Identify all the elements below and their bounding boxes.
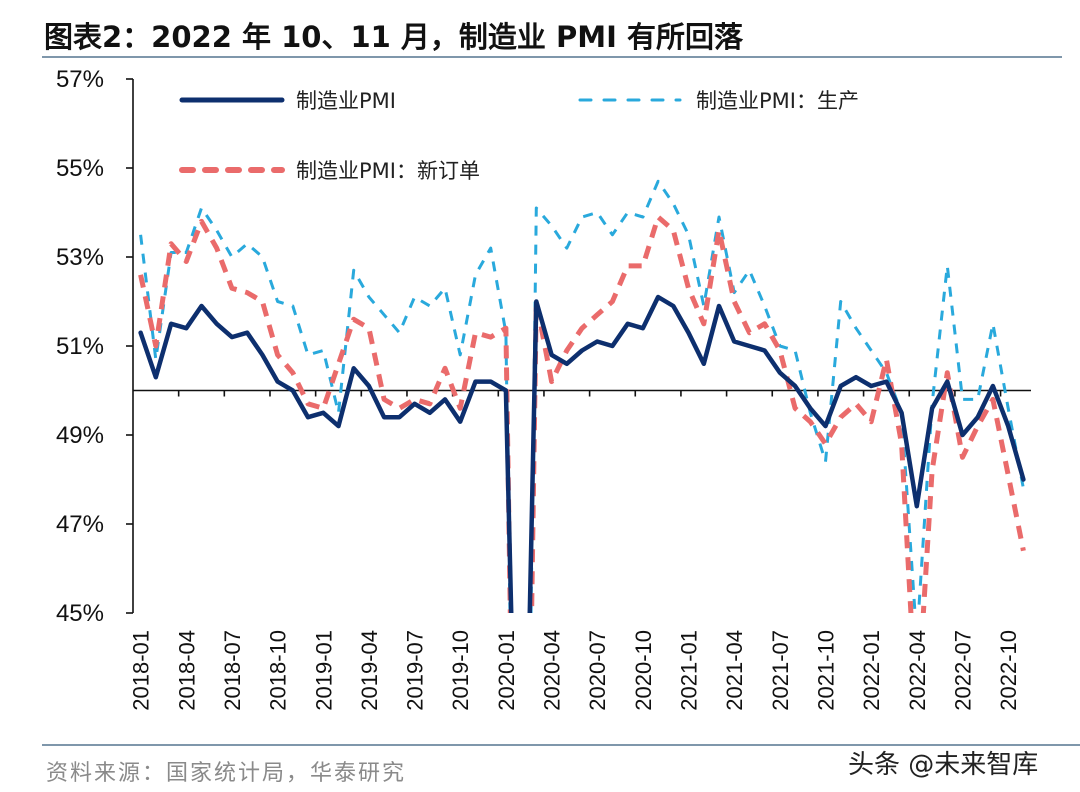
series-layer [138,179,1026,613]
legend-label-new-orders: 制造业PMI：新订单 [296,159,480,183]
x-tick-label: 2021-10 [814,630,839,711]
pmi-line-chart: 57%55%53%51%49%47%45% 2018-01 2018-04 2018… [56,66,1031,711]
source-divider [42,744,1080,746]
x-tick-label: 2019-04 [357,630,382,711]
x-axis: 2018-01 2018-04 2018-07 2018-10 2019-01 2019-… [129,389,1031,711]
x-tick-label: 2018-07 [220,630,245,711]
x-tick-label: 2022-01 [859,630,884,711]
x-tick-label: 2020-07 [585,630,610,711]
y-tick-label: 49% [56,422,104,449]
y-axis: 57% 55% 53% 51% 49% 47% 45% [56,66,134,627]
x-tick-label: 2021-04 [722,630,747,711]
legend: 制造业PMI 制造业PMI：生产 制造业PMI：新订单 [179,89,859,183]
x-tick-label: 2022-07 [951,630,976,711]
y-tick-label: 51% [56,333,104,360]
x-tick-label: 2020-01 [494,630,519,711]
x-tick-label: 2019-10 [448,630,473,711]
watermark: 头条 @未来智库 [848,750,1039,780]
legend-item-production: 制造业PMI：生产 [578,89,859,113]
x-tick-label: 2018-04 [174,630,199,711]
legend-label-production: 制造业PMI：生产 [696,89,859,113]
y-tick-label: 45% [56,600,104,627]
title-divider [42,56,1062,58]
x-tick-label: 2021-01 [677,630,702,711]
x-tick-label: 2019-01 [311,630,336,711]
y-tick-label: 55% [56,155,104,182]
series-line-new-orders [138,214,1026,613]
legend-label-pmi: 制造业PMI [296,89,396,113]
x-tick-label: 2022-04 [905,630,930,711]
x-tick-label: 2018-01 [129,630,154,711]
chart-title: 图表2：2022 年 10、11 月，制造业 PMI 有所回落 [44,20,743,54]
series-new-orders [138,214,1026,613]
x-tick-label: 2022-10 [996,630,1021,711]
legend-item-pmi: 制造业PMI [179,89,396,113]
source-note: 资料来源：国家统计局，华泰研究 [46,761,407,786]
y-tick-label: 53% [56,244,104,271]
x-tick-label: 2019-07 [403,630,428,711]
x-tick-label: 2020-04 [540,630,565,711]
x-tick-label: 2018-10 [266,630,291,711]
x-tick-label: 2021-07 [768,630,793,711]
x-tick-label: 2020-10 [631,630,656,711]
y-tick-label: 47% [56,511,104,538]
series-line-pmi [138,294,1026,613]
series-pmi [138,294,1026,613]
y-tick-label: 57% [56,66,104,93]
legend-item-new-orders: 制造业PMI：新订单 [179,159,480,183]
